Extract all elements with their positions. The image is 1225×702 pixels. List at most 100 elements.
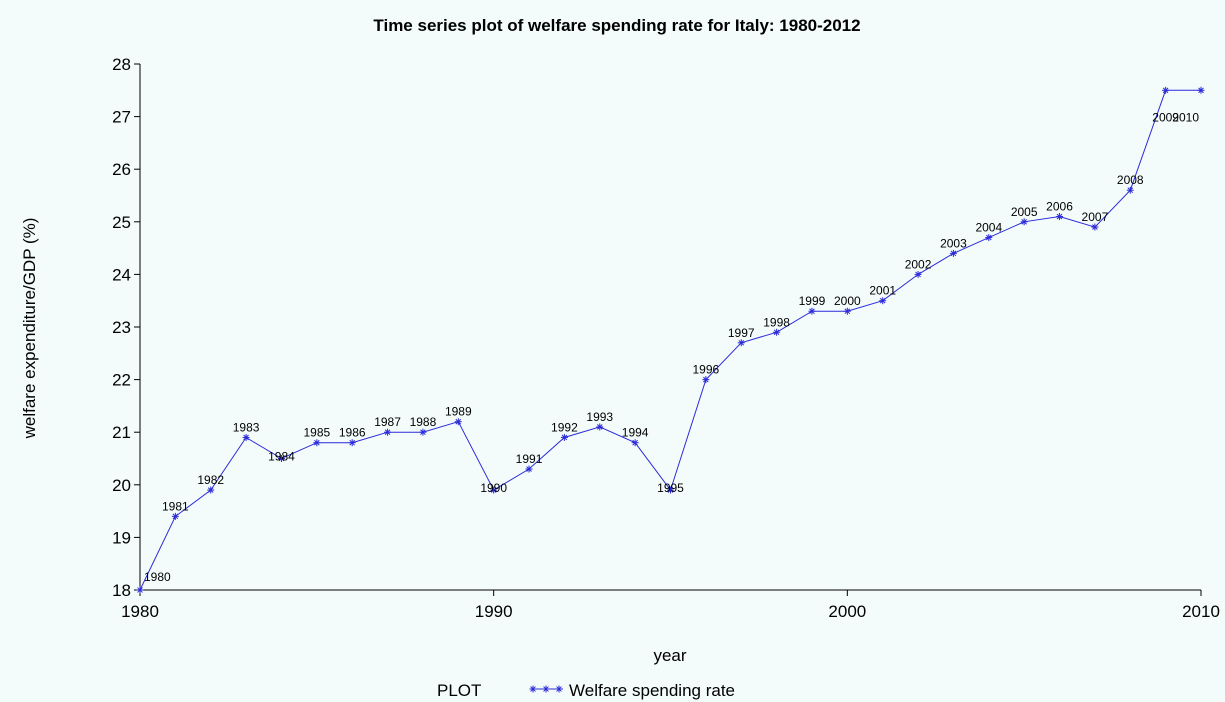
data-point: [737, 339, 745, 347]
marker-stroke: [879, 297, 886, 304]
marker-stroke: [1127, 187, 1134, 194]
marker-stroke: [137, 587, 143, 593]
axes: 18 19 20 21 22 23 24 25 26 27 28 1980 1990 2000 2010: [112, 55, 1220, 621]
marker-stroke: [349, 439, 356, 446]
point-label: 1982: [197, 473, 224, 487]
marker-stroke: [490, 487, 497, 493]
data-point: [171, 512, 179, 520]
point-label: 1989: [445, 405, 472, 419]
marker-stroke: [703, 376, 709, 383]
y-tick-label: 18: [112, 581, 131, 600]
point-label: 2008: [1117, 173, 1144, 187]
data-point: [1056, 213, 1064, 221]
y-tick-label: 19: [112, 528, 131, 547]
data-point: [1126, 186, 1134, 194]
y-tick-label: 24: [112, 265, 131, 284]
x-tick-label: 1980: [121, 602, 159, 621]
legend-series-name: Welfare spending rate: [569, 681, 735, 700]
marker-stroke: [915, 271, 921, 278]
data-point: [384, 428, 392, 436]
marker-stroke: [632, 439, 638, 446]
chart-title: Time series plot of welfare spending rat…: [373, 16, 860, 35]
marker-stroke: [950, 250, 957, 257]
legend-marker: [542, 685, 550, 693]
data-point: [879, 297, 887, 305]
point-label: 1990: [480, 481, 507, 495]
point-label: 2003: [940, 236, 967, 250]
marker-stroke: [455, 418, 462, 425]
data-point: [702, 376, 710, 384]
y-tick-label: 21: [112, 423, 131, 442]
marker-stroke: [809, 308, 815, 315]
point-label: 2009: [1152, 110, 1179, 124]
y-tick-label: 26: [112, 160, 131, 179]
marker-stroke: [526, 466, 532, 472]
y-tick-label: 27: [112, 108, 131, 127]
point-label: 1984: [268, 450, 295, 464]
data-point: [914, 270, 922, 278]
marker-stroke: [1162, 87, 1169, 94]
point-label: 1997: [728, 326, 755, 340]
x-tick-label: 1990: [475, 602, 513, 621]
data-point: [596, 423, 604, 431]
data-point: [985, 234, 993, 242]
marker-stroke: [543, 686, 549, 692]
marker-stroke: [172, 513, 179, 520]
marker-stroke: [207, 487, 214, 493]
x-tick-label: 2000: [828, 602, 866, 621]
data-point: [525, 465, 533, 473]
series-line: [139, 89, 1201, 591]
point-label: 1987: [374, 415, 401, 429]
data-point: [843, 307, 851, 315]
data-point: [949, 249, 957, 257]
data-point: [1197, 86, 1205, 94]
point-label: 2000: [834, 294, 861, 308]
data-point: [1020, 218, 1028, 226]
marker-stroke: [1198, 87, 1204, 94]
data-point: [773, 328, 781, 336]
data-point: [242, 433, 250, 441]
plot-area: 1980 1981 1982 1983 1984 1985 1986 1987 1988 1989…: [136, 86, 1205, 594]
point-label: 2006: [1046, 200, 1073, 214]
marker-stroke: [667, 487, 674, 493]
marker-stroke: [773, 329, 780, 336]
point-label: 1986: [339, 426, 366, 440]
data-point: [313, 439, 321, 447]
marker-stroke: [985, 234, 992, 241]
y-axis-label: welfare expenditure/GDP (%): [20, 218, 39, 440]
point-label: 1992: [551, 420, 578, 434]
point-label: 1991: [516, 452, 543, 466]
data-point: [454, 418, 462, 426]
legend-marker: [555, 685, 563, 693]
marker-stroke: [1092, 224, 1098, 230]
data-point: [277, 455, 285, 462]
point-label: 1980: [144, 570, 171, 584]
point-label: 1993: [586, 410, 613, 424]
point-label: 2001: [869, 284, 896, 298]
point-label: 1995: [657, 481, 684, 495]
marker-stroke: [384, 429, 391, 436]
point-label: 2004: [975, 221, 1002, 235]
legend-marker: [529, 685, 537, 693]
marker-stroke: [1021, 218, 1027, 225]
point-label: 1988: [410, 415, 437, 429]
data-point: [207, 486, 215, 494]
data-point: [490, 486, 498, 494]
marker-stroke: [556, 686, 562, 692]
y-tick-label: 20: [112, 476, 131, 495]
x-tick-label: 2010: [1182, 602, 1220, 621]
y-tick-label: 23: [112, 318, 131, 337]
data-point: [631, 439, 639, 447]
point-label: 1999: [799, 294, 826, 308]
point-label: 2002: [905, 257, 932, 271]
point-label: 1996: [693, 363, 720, 377]
marker-stroke: [738, 339, 745, 346]
marker-stroke: [844, 308, 851, 315]
marker-stroke: [561, 434, 568, 441]
marker-stroke: [596, 424, 603, 430]
point-label: 1985: [303, 426, 330, 440]
marker-stroke: [278, 455, 285, 462]
point-label: 2005: [1011, 205, 1038, 219]
y-tick-label: 25: [112, 213, 131, 232]
